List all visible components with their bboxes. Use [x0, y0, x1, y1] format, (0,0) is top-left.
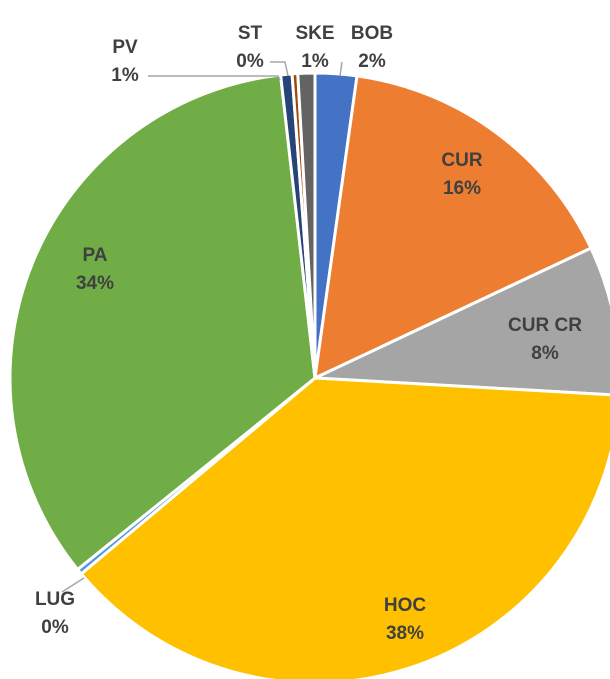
- slice-label-value: 16%: [443, 178, 481, 199]
- leader-line: [339, 61, 343, 77]
- slice-label-name: SKE: [295, 23, 334, 44]
- pie-slice: [8, 73, 317, 572]
- slice-label-value: 38%: [386, 623, 424, 644]
- pie-slice: [79, 376, 610, 679]
- slice-label-value: 34%: [76, 273, 114, 294]
- slice-label-name: ST: [238, 23, 263, 44]
- pie-slice: [314, 246, 610, 397]
- leader-line: [61, 577, 85, 593]
- slices: [8, 71, 610, 679]
- slice-label-name: LUG: [35, 589, 75, 610]
- leader-line: [148, 75, 281, 81]
- slice-label-name: CUR CR: [508, 315, 582, 336]
- slice-label-name: BOB: [351, 23, 393, 44]
- slice-label-name: PA: [83, 245, 108, 266]
- pie-slice: [313, 74, 593, 381]
- slice-label-value: 8%: [531, 343, 559, 364]
- slice-label-value: 1%: [301, 51, 329, 72]
- slice-label-name: PV: [112, 37, 138, 58]
- slice-label-name: HOC: [384, 595, 427, 616]
- slice-label-name: CUR: [441, 150, 482, 171]
- leader-line: [270, 61, 289, 77]
- pie-slice: [296, 71, 317, 379]
- slice-label-value: 0%: [41, 617, 69, 638]
- slice-label-value: 2%: [358, 51, 386, 72]
- slice-label-value: 0%: [236, 51, 264, 72]
- slice-label-value: 1%: [111, 65, 139, 86]
